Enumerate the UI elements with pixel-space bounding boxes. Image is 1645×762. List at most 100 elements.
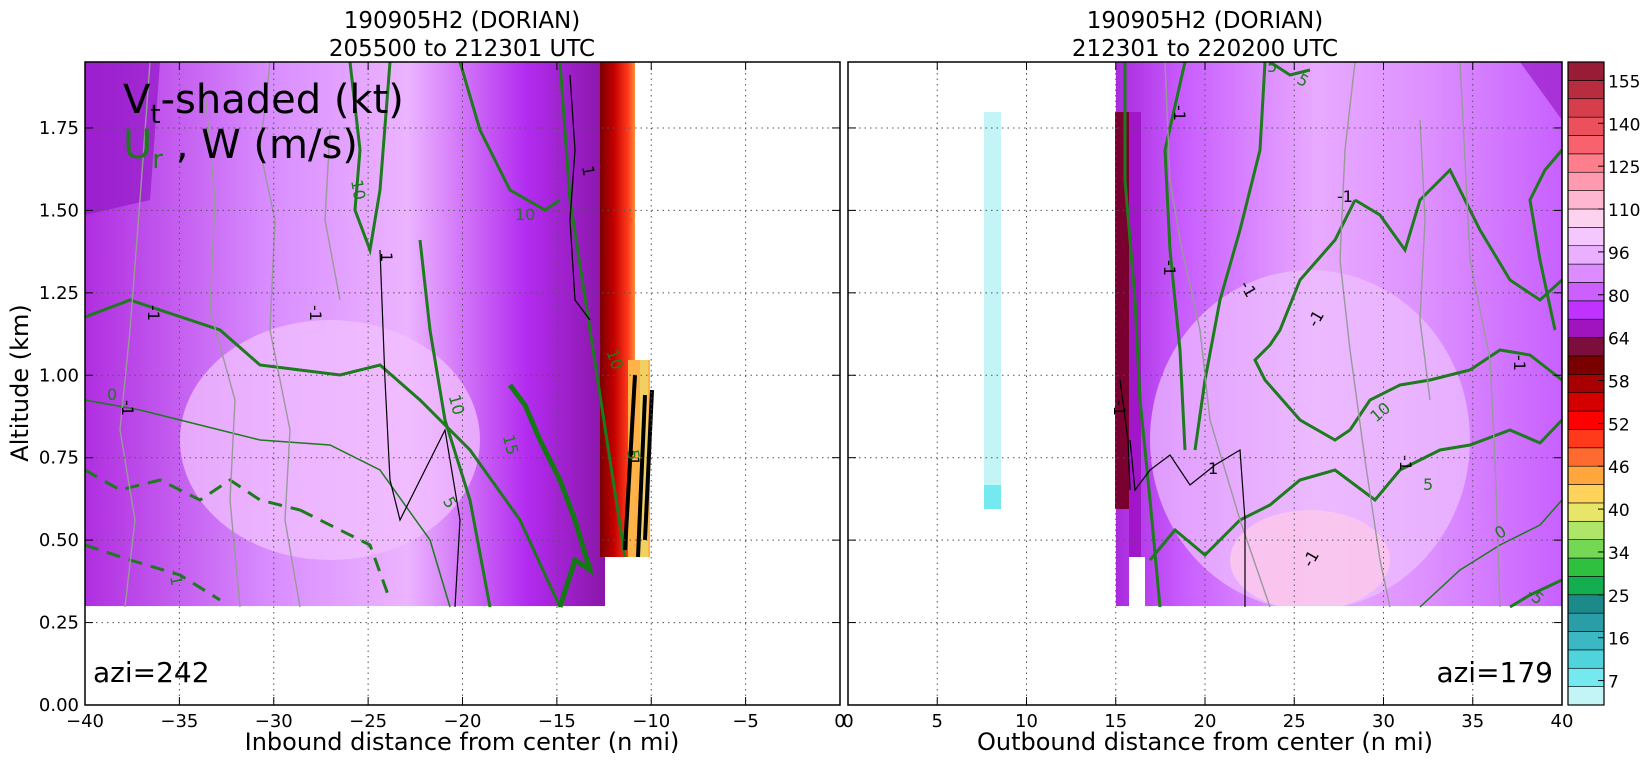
outbound-vt-pink xyxy=(1230,510,1390,610)
x-tick-label: 5 xyxy=(932,711,943,732)
colorbar-tick-label: 140 xyxy=(1608,115,1640,135)
outbound-ur-contours xyxy=(1123,62,1562,609)
colorbar-swatch xyxy=(1567,520,1605,540)
w-label: -1 xyxy=(144,305,163,321)
no-data-region xyxy=(651,62,840,607)
colorbar-swatch xyxy=(1567,98,1605,118)
colorbar-swatch xyxy=(1567,667,1605,687)
colorbar-swatch xyxy=(1567,355,1605,375)
colorbar-tick-label: 7 xyxy=(1608,673,1619,693)
colorbar-frame xyxy=(1567,61,1605,706)
colorbar-swatch xyxy=(1567,410,1605,430)
colorbar-tick-label: 46 xyxy=(1608,458,1630,478)
colorbar-tick-label: 25 xyxy=(1608,587,1630,607)
outbound-title-line1: 190905H2 (DORIAN) xyxy=(1087,8,1324,34)
x-tick-label: −15 xyxy=(538,711,576,732)
colorbar-swatch xyxy=(1567,612,1605,632)
outbound-vt-cyan-strip-low xyxy=(984,485,1001,509)
x-tick-label: 35 xyxy=(1461,711,1484,732)
inbound-ticks: −40 −35 −30 −25 −20 −15 −10 −5 0 0.00 0.25 0.50 0.75… xyxy=(39,62,846,732)
colorbar-swatch xyxy=(1567,300,1605,320)
no-data-region xyxy=(848,509,1116,607)
x-tick-label: 0 xyxy=(834,711,845,732)
x-tick-label: 30 xyxy=(1372,711,1395,732)
w-label: -1 xyxy=(1110,400,1129,416)
colorbar-swatch xyxy=(1567,208,1605,228)
outbound-azimuth-label: azi=179 xyxy=(1436,656,1553,689)
colorbar-swatch xyxy=(1567,282,1605,302)
inbound-panel: 190905H2 (DORIAN) 205500 to 212301 UTC xyxy=(6,8,846,756)
y-tick-label: 0.00 xyxy=(39,695,79,716)
colorbar-swatch xyxy=(1567,171,1605,191)
inbound-ur-thin xyxy=(85,399,451,608)
w-label: 1 xyxy=(377,252,396,262)
legend-vt: Vt-shaded (kt) xyxy=(123,77,404,130)
w-label: -1 xyxy=(624,450,643,466)
ur-label: 10 xyxy=(347,178,369,201)
y-tick-label: 0.50 xyxy=(39,530,79,551)
inbound-title-line2: 205500 to 212301 UTC xyxy=(329,36,595,62)
ur-label: 10 xyxy=(515,205,535,224)
inbound-data-gap xyxy=(605,557,655,607)
x-tick-label: −25 xyxy=(349,711,387,732)
ur-label: -1 xyxy=(1170,105,1189,121)
w-label: -1 xyxy=(1337,187,1353,206)
colorbar-tick-label: 34 xyxy=(1608,544,1630,564)
no-data-region xyxy=(848,62,1116,112)
no-data-region xyxy=(85,606,840,705)
inbound-w-black xyxy=(379,74,591,608)
x-tick-label: 0 xyxy=(842,711,853,732)
x-tick-label: 15 xyxy=(1104,711,1127,732)
x-tick-label: −5 xyxy=(732,711,759,732)
colorbar-swatch xyxy=(1567,594,1605,614)
inbound-title-line1: 190905H2 (DORIAN) xyxy=(344,8,581,34)
colorbar-tick-label: 96 xyxy=(1608,244,1630,264)
x-tick-label: 40 xyxy=(1551,711,1574,732)
colorbar-tick-label: 155 xyxy=(1608,72,1640,92)
colorbar: 155 140 125 110 96 80 64 58 52 46 40 34 25 16 7 xyxy=(1567,61,1640,706)
y-tick-label: 0.25 xyxy=(39,613,79,634)
colorbar-swatch xyxy=(1567,263,1605,283)
colorbar-tick-label: 52 xyxy=(1608,415,1630,435)
colorbar-tick-label: 80 xyxy=(1608,287,1630,307)
colorbar-tick-label: 110 xyxy=(1608,201,1640,221)
legend-ur-w: Ur , W (m/s) xyxy=(123,122,358,175)
colorbar-swatch xyxy=(1567,465,1605,485)
inbound-ur-15-contour xyxy=(508,383,595,608)
y-tick-label: 0.75 xyxy=(39,448,79,469)
x-tick-label: 10 xyxy=(1015,711,1038,732)
inbound-ur-contours xyxy=(85,62,627,608)
outbound-vt-cyan-strip xyxy=(984,112,1001,509)
x-tick-label: −10 xyxy=(632,711,670,732)
outbound-ticks: 0 5 10 15 20 25 30 35 40 xyxy=(842,62,1573,732)
outbound-vt-dark-corner xyxy=(1520,62,1562,120)
w-label: -1 xyxy=(1396,455,1415,471)
ur-label: -1 xyxy=(165,568,186,587)
colorbar-swatch xyxy=(1567,135,1605,155)
colorbar-swatch xyxy=(1567,576,1605,596)
colorbar-swatch xyxy=(1567,153,1605,173)
colorbar-tick-label: 64 xyxy=(1608,330,1630,350)
w-label: -1 xyxy=(1510,355,1529,371)
outbound-plot-area: 5 5 10 5 0 -5 -1 -1 1 -1 -1 -1 -1 -1 -1 … xyxy=(848,57,1562,705)
colorbar-swatch xyxy=(1567,374,1605,393)
ur-label: 5 xyxy=(1267,57,1277,76)
colorbar-swatch xyxy=(1567,502,1605,522)
colorbar-swatch xyxy=(1567,190,1605,210)
ur-label: 5 xyxy=(623,448,643,461)
colorbar-tick-label: 125 xyxy=(1608,158,1640,178)
colorbar-swatch xyxy=(1567,631,1605,651)
outbound-xlabel: Outbound distance from center (n mi) xyxy=(977,728,1433,756)
x-tick-label: −35 xyxy=(160,711,198,732)
x-tick-label: −20 xyxy=(444,711,482,732)
colorbar-swatch xyxy=(1567,392,1605,412)
colorbar-swatch xyxy=(1567,429,1605,449)
ylabel: Altitude (km) xyxy=(6,304,34,461)
ur-label: 1 xyxy=(1208,459,1218,478)
inbound-azimuth-label: azi=242 xyxy=(93,656,210,689)
outbound-data-gap xyxy=(1129,557,1145,607)
outbound-title-line2: 212301 to 220200 UTC xyxy=(1072,36,1338,62)
y-tick-label: 1.25 xyxy=(39,283,79,304)
w-label: -1 xyxy=(306,305,325,321)
